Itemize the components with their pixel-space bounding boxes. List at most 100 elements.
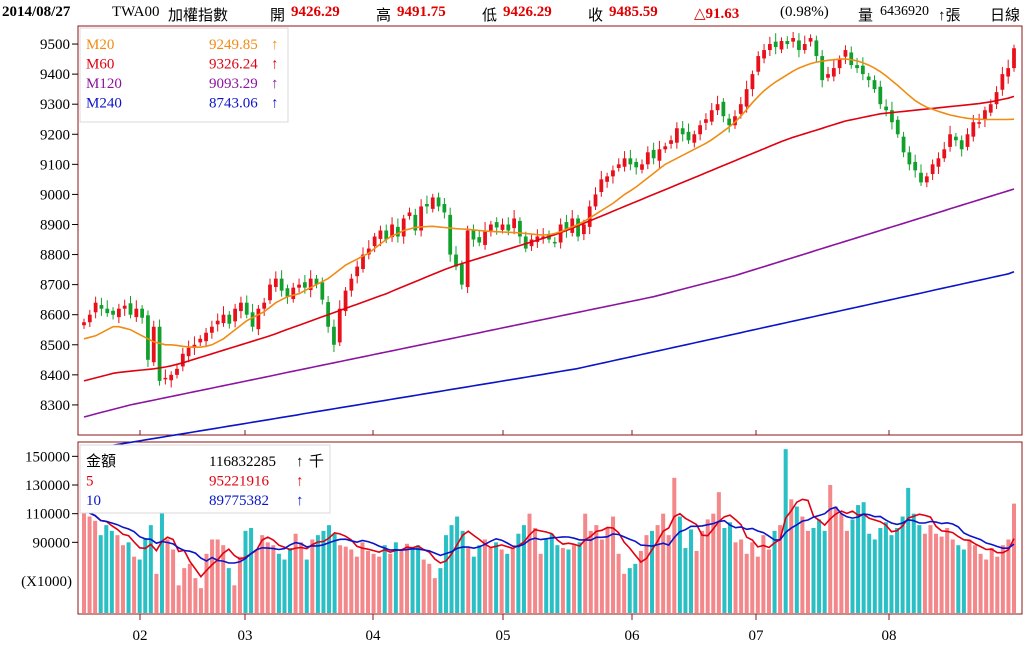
candle-body <box>419 206 424 231</box>
volume-bar <box>989 548 994 613</box>
volume-bar <box>727 522 732 613</box>
volume-bar <box>867 533 872 613</box>
candle-body <box>762 50 766 59</box>
volume-bar <box>232 585 237 613</box>
candle-body <box>570 218 575 233</box>
candle-body <box>704 119 708 123</box>
volume-bar <box>176 585 181 613</box>
candle-body <box>901 136 906 153</box>
volume-bar <box>404 543 409 613</box>
candle-body <box>698 125 703 135</box>
volume-bar <box>711 513 716 613</box>
month-label: 03 <box>238 628 253 644</box>
candle-body <box>163 377 168 380</box>
volume-bar <box>93 520 98 613</box>
volume-bar <box>104 525 109 613</box>
volume-bar <box>755 556 760 613</box>
candle-body <box>558 224 563 243</box>
volume-bar <box>265 542 270 613</box>
candle-body <box>640 164 644 170</box>
volume-bar <box>260 535 265 613</box>
candle-body <box>244 302 249 315</box>
price-y-axis: 9500 9400 9300 9200 9100 9000 8900 8800 8700 8600… <box>40 37 78 414</box>
candle-body <box>175 368 179 375</box>
candle-body <box>454 254 458 267</box>
low-value: 9426.29 <box>503 4 552 20</box>
candle-body <box>611 170 615 177</box>
close-label: 收 <box>588 8 604 24</box>
candle-body <box>430 197 435 209</box>
month-axis: 02 03 04 05 06 07 08 <box>133 430 897 644</box>
volume-bar <box>360 542 365 613</box>
volume-bar <box>633 563 638 613</box>
candle-body <box>506 224 511 231</box>
candle-body <box>564 222 569 231</box>
candle-body <box>366 248 371 255</box>
price-legend-value: 8743.06 <box>209 96 258 112</box>
volume-bar <box>911 513 916 613</box>
candle-body <box>442 204 447 213</box>
volume-bar <box>661 513 666 613</box>
price-tick-label: 9300 <box>40 97 70 113</box>
candle-body <box>134 308 139 318</box>
volume-bar <box>672 477 677 613</box>
volume-legend-box <box>79 444 331 514</box>
volume-bar <box>594 525 599 613</box>
volume-bar <box>271 545 276 613</box>
price-legend-arrow: ↑ <box>271 96 279 112</box>
volume-legend-name: 金額 <box>86 453 116 470</box>
candle-body <box>395 226 400 237</box>
volume-bar <box>644 535 649 613</box>
candle-body <box>407 212 412 217</box>
candle-body <box>291 287 296 300</box>
candle-body <box>785 41 790 45</box>
candle-body <box>128 303 133 315</box>
volume-bar <box>332 533 337 613</box>
low-label: 低 <box>482 8 498 24</box>
candle-body <box>849 52 854 66</box>
month-label: 08 <box>882 628 897 644</box>
volume-legend-arrow: ↑ <box>296 493 304 509</box>
candle-body <box>477 237 482 243</box>
candle-body <box>413 214 418 231</box>
candle-body <box>180 353 185 367</box>
candle-body <box>151 326 156 363</box>
candle-body <box>587 206 592 227</box>
month-label: 04 <box>366 628 382 644</box>
candle-body <box>983 110 987 120</box>
volume-bar <box>683 548 688 613</box>
price-legend-name: M60 <box>86 57 114 73</box>
volume-bar <box>115 535 120 613</box>
volume-legend-value: 116832285 <box>209 454 276 470</box>
volume-bar <box>377 556 382 613</box>
volume-unit-label: (X1000) <box>21 574 72 590</box>
candle-body <box>227 314 232 324</box>
volume-legend-unit: 千 <box>309 453 324 470</box>
candle-body <box>953 136 958 141</box>
candle-body <box>907 152 912 165</box>
volume-bar <box>505 553 510 613</box>
candle-body <box>913 161 918 171</box>
candle-body <box>221 314 226 324</box>
candle-body <box>680 128 685 135</box>
volume-bar <box>449 525 454 613</box>
volume-bar <box>544 539 549 613</box>
candle-body <box>657 149 662 161</box>
candle-body <box>512 218 517 229</box>
volume-bar <box>750 542 755 613</box>
volume-bar <box>655 525 660 613</box>
candle-body <box>831 68 836 77</box>
candle-body <box>471 230 476 240</box>
moving-average-lines <box>83 58 1015 451</box>
candle-body <box>616 164 621 168</box>
candle-body <box>308 278 313 291</box>
candle-body <box>459 264 464 285</box>
candle-body <box>343 290 348 312</box>
volume-bar <box>800 516 805 613</box>
candle-body <box>709 110 714 122</box>
volume-bar <box>950 539 955 613</box>
candle-body <box>988 104 993 113</box>
candle-body <box>483 230 487 245</box>
price-tick-label: 8800 <box>40 248 70 264</box>
